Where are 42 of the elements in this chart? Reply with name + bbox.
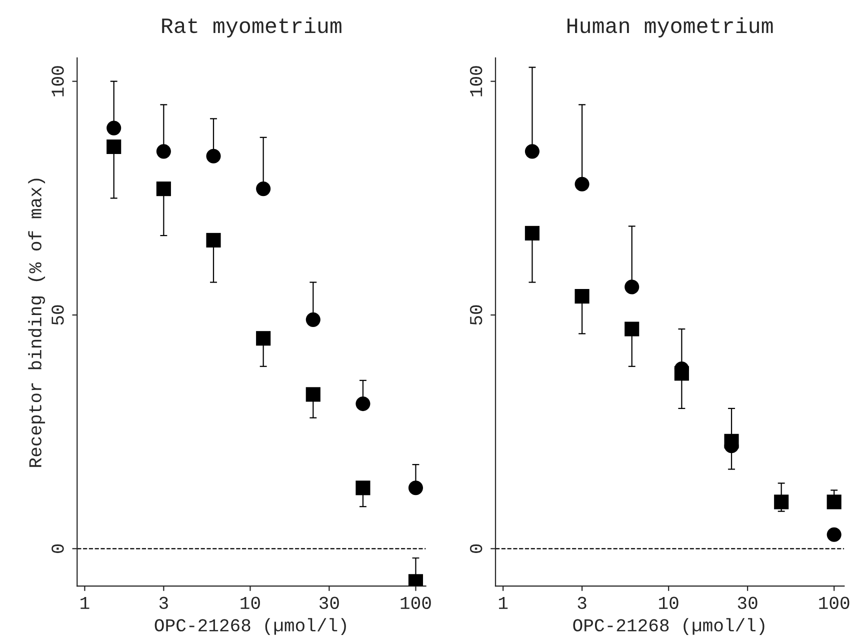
point (724, 434, 739, 448)
point (106, 139, 122, 154)
point (206, 232, 221, 248)
x-tick-label: 100 (400, 596, 431, 610)
point (106, 120, 122, 136)
point (524, 144, 540, 159)
chart-title: Human myometrium (568, 17, 773, 38)
x-tick-label: 10 (659, 596, 678, 610)
point (356, 396, 370, 412)
point (306, 387, 320, 402)
x-tick-label: 100 (819, 596, 850, 610)
y-tick-label: 0 (52, 544, 64, 553)
x-axis-title: OPC-21268 (µmol/l) (573, 618, 764, 635)
y-tick-label: 100 (52, 66, 64, 96)
y-tick-label: 0 (470, 544, 482, 553)
point (306, 312, 320, 327)
point (256, 331, 271, 346)
point (624, 322, 640, 336)
x-tick-label: 1 (80, 596, 90, 609)
y-tick-label: 100 (470, 66, 482, 96)
point (674, 366, 689, 381)
x-tick-label: 10 (240, 596, 260, 610)
point (624, 280, 640, 294)
point (256, 182, 271, 196)
x-tick-label: 30 (738, 596, 758, 610)
point (574, 289, 590, 304)
x-tick-label: 30 (319, 596, 339, 610)
chart-title: Rat myometrium (162, 17, 342, 38)
x-tick-label: 3 (159, 596, 168, 610)
y-axis-title: Receptor binding (% of max) (28, 178, 46, 467)
point (356, 480, 370, 496)
x-axis-title: OPC-21268 (µmol/l) (154, 618, 346, 635)
point (156, 144, 171, 159)
point (574, 176, 590, 192)
point (156, 182, 171, 196)
point (774, 494, 789, 510)
x-tick-label: 3 (578, 596, 586, 610)
y-tick-label: 50 (52, 305, 64, 325)
y-tick-label: 50 (470, 305, 482, 325)
point (206, 148, 221, 164)
point (524, 226, 540, 240)
x-tick-label: 1 (498, 596, 508, 609)
